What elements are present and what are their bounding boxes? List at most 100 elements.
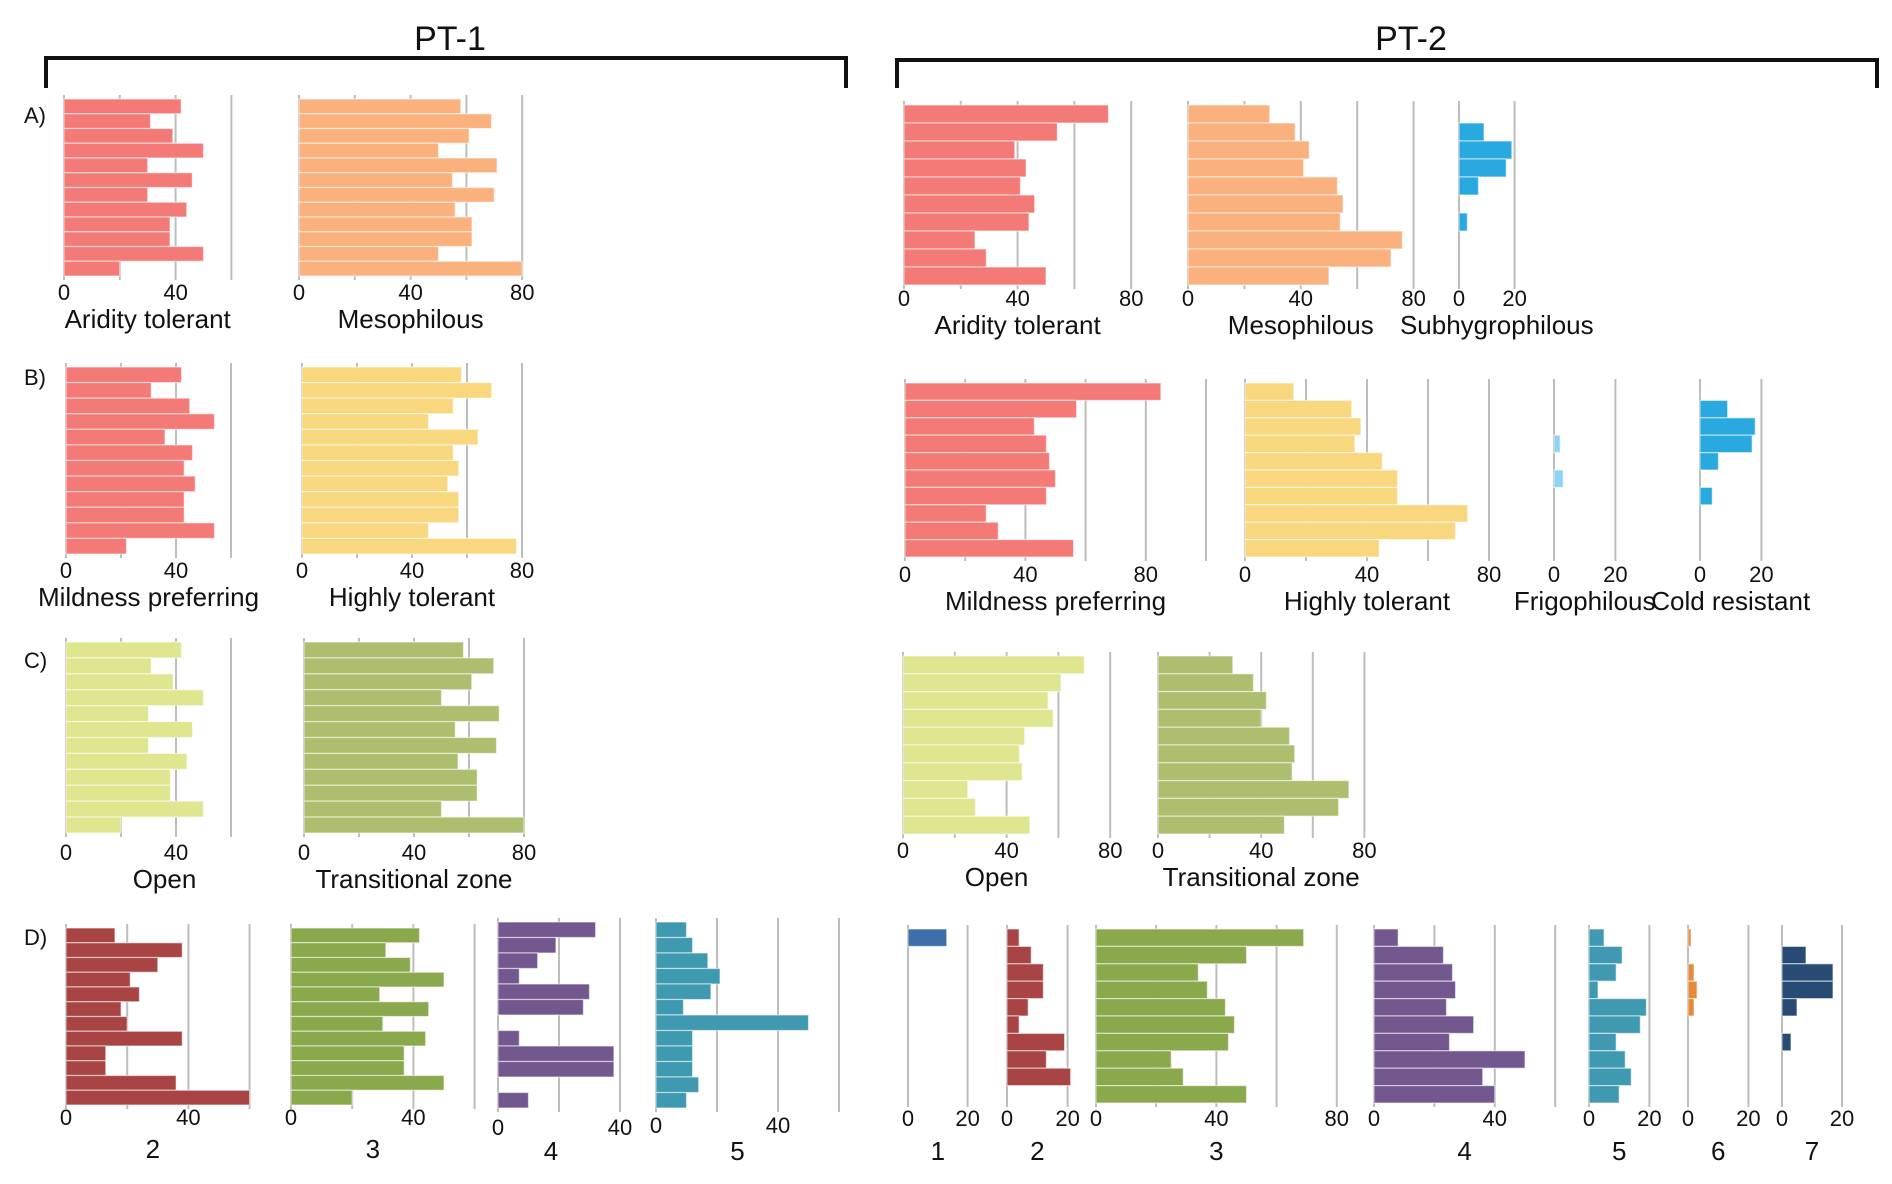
panel-title: Mesophilous bbox=[1228, 310, 1374, 340]
panel-title: 5 bbox=[1612, 1136, 1626, 1166]
bar bbox=[303, 736, 498, 755]
panel-title: Mildness preferring bbox=[38, 582, 259, 612]
bar bbox=[303, 768, 478, 786]
bar bbox=[1095, 1015, 1236, 1034]
tick-label: 40 bbox=[994, 838, 1018, 863]
bar bbox=[1588, 1050, 1626, 1069]
tick-label: 0 bbox=[298, 840, 310, 865]
bar bbox=[63, 157, 149, 174]
bar bbox=[1006, 1050, 1047, 1069]
panel-pt-1-d-5: 0 40 5 bbox=[650, 918, 840, 1166]
bar bbox=[65, 641, 183, 659]
bar bbox=[65, 522, 216, 540]
bar bbox=[1187, 194, 1344, 214]
bar bbox=[902, 673, 1062, 693]
bar bbox=[1095, 945, 1248, 965]
bar bbox=[65, 705, 150, 723]
tick-label: 40 bbox=[608, 1115, 632, 1140]
bar bbox=[902, 726, 1026, 746]
tick-label: 80 bbox=[1119, 286, 1143, 311]
bar bbox=[65, 413, 216, 430]
panel-pt-2-d-4: 0 40 4 bbox=[1368, 925, 1557, 1166]
row-label-a: A) bbox=[24, 103, 46, 128]
bar bbox=[1699, 486, 1713, 506]
bar bbox=[903, 194, 1036, 214]
tick-label: 40 bbox=[163, 280, 187, 305]
bar bbox=[497, 967, 520, 985]
tick-label: 80 bbox=[1098, 838, 1122, 863]
tick-label: 40 bbox=[1355, 562, 1379, 587]
bar bbox=[903, 122, 1058, 142]
bar bbox=[1588, 928, 1605, 947]
bar bbox=[303, 816, 525, 834]
bar bbox=[655, 1060, 694, 1078]
bar bbox=[301, 459, 460, 477]
panel-title: 3 bbox=[1209, 1136, 1223, 1166]
bar bbox=[65, 444, 194, 462]
bar bbox=[1781, 997, 1798, 1017]
bar bbox=[303, 705, 500, 723]
bar bbox=[303, 657, 495, 675]
bar bbox=[65, 971, 131, 988]
bar bbox=[65, 689, 205, 707]
bar bbox=[1687, 963, 1695, 982]
tick-label: 0 bbox=[293, 280, 305, 305]
panel-title: Mesophilous bbox=[338, 304, 484, 334]
tick-label: 0 bbox=[1182, 286, 1194, 311]
tick-label: 40 bbox=[398, 280, 422, 305]
panel-title: Open bbox=[133, 864, 197, 894]
bar bbox=[63, 98, 182, 115]
bar bbox=[1244, 382, 1295, 401]
bar bbox=[655, 1014, 810, 1032]
bar bbox=[298, 157, 498, 174]
tick-label: 0 bbox=[1239, 562, 1251, 587]
bar bbox=[1699, 399, 1729, 419]
bar bbox=[1187, 140, 1310, 160]
bar bbox=[65, 506, 185, 524]
bar bbox=[1373, 1032, 1451, 1052]
bar bbox=[904, 434, 1048, 454]
bar bbox=[65, 1045, 107, 1062]
bar bbox=[1006, 928, 1020, 947]
bar bbox=[497, 983, 591, 1001]
bar bbox=[65, 800, 205, 818]
panel-title: 5 bbox=[730, 1136, 744, 1166]
panel-title: Aridity tolerant bbox=[935, 310, 1102, 340]
bar bbox=[904, 399, 1078, 419]
bar bbox=[903, 248, 987, 268]
bar bbox=[497, 998, 585, 1016]
tick-label: 20 bbox=[1502, 286, 1526, 311]
bracket-pt2 bbox=[895, 58, 1879, 88]
bar bbox=[497, 1029, 520, 1047]
bar bbox=[1588, 980, 1599, 1000]
tick-label: 40 bbox=[766, 1113, 790, 1138]
bar bbox=[65, 1015, 128, 1032]
row-label-b: B) bbox=[24, 365, 46, 390]
panel-pt-2-d-5: 0 20 5 bbox=[1583, 925, 1662, 1166]
bar bbox=[290, 927, 421, 944]
bar bbox=[303, 720, 456, 739]
bar bbox=[303, 689, 443, 707]
bar bbox=[655, 1029, 694, 1047]
bar bbox=[303, 673, 473, 691]
bar bbox=[298, 113, 493, 130]
panel-pt-2-d-2: 0 20 2 bbox=[1001, 925, 1080, 1166]
tick-label: 0 bbox=[899, 562, 911, 587]
bar bbox=[1095, 1067, 1184, 1087]
bar bbox=[1157, 744, 1296, 764]
bar bbox=[301, 366, 463, 384]
panel-title: Mildness preferring bbox=[945, 586, 1166, 616]
bar bbox=[1553, 434, 1561, 454]
bar bbox=[1157, 779, 1350, 799]
bar bbox=[1699, 434, 1753, 454]
panel-title: Highly tolerant bbox=[1284, 586, 1451, 616]
bar bbox=[65, 1089, 251, 1106]
bar bbox=[1699, 452, 1720, 471]
tick-label: 80 bbox=[1134, 562, 1158, 587]
panel-title: Highly tolerant bbox=[329, 582, 496, 612]
bar bbox=[65, 459, 185, 477]
bar bbox=[65, 673, 174, 691]
